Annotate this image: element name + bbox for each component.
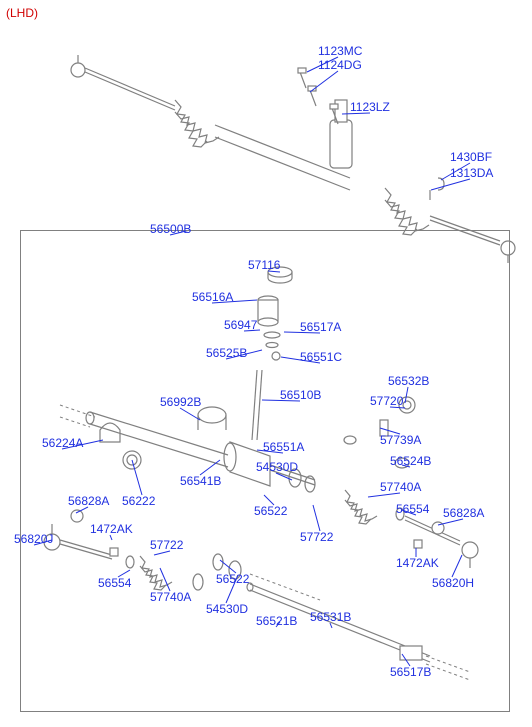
part-label-56522-L[interactable]: 56522 (254, 504, 287, 518)
part-label-1430BF[interactable]: 1430BF (450, 150, 492, 164)
part-label-56531B[interactable]: 56531B (310, 610, 351, 624)
part-label-56521B[interactable]: 56521B (256, 614, 297, 628)
part-label-56525B[interactable]: 56525B (206, 346, 247, 360)
part-label-56554-R[interactable]: 56554 (396, 502, 429, 516)
part-label-57720[interactable]: 57720 (370, 394, 403, 408)
part-label-56516A[interactable]: 56516A (192, 290, 233, 304)
part-label-1124DG[interactable]: 1124DG (318, 58, 362, 72)
part-label-56828A-L[interactable]: 56828A (68, 494, 109, 508)
part-label-54530D-L[interactable]: 54530D (256, 460, 298, 474)
part-label-56510B[interactable]: 56510B (280, 388, 321, 402)
part-label-1123MC[interactable]: 1123MC (318, 44, 362, 58)
part-label-56500B[interactable]: 56500B (150, 222, 191, 236)
part-label-1472AK-R[interactable]: 1472AK (396, 556, 439, 570)
part-label-56532B[interactable]: 56532B (388, 374, 429, 388)
part-label-57116[interactable]: 57116 (248, 258, 280, 272)
part-label-57722-R[interactable]: 57722 (300, 530, 333, 544)
part-label-57722-L[interactable]: 57722 (150, 538, 183, 552)
part-label-1472AK-L[interactable]: 1472AK (90, 522, 133, 536)
part-label-56828A-R[interactable]: 56828A (443, 506, 484, 520)
part-label-54530D-R[interactable]: 54530D (206, 602, 248, 616)
part-label-56554-L[interactable]: 56554 (98, 576, 131, 590)
part-label-56517A[interactable]: 56517A (300, 320, 341, 334)
header-lhd: (LHD) (6, 6, 38, 20)
part-label-57740A-R[interactable]: 57740A (380, 480, 421, 494)
part-label-1123LZ[interactable]: 1123LZ (350, 100, 390, 114)
part-label-1313DA[interactable]: 1313DA (450, 166, 493, 180)
part-label-56820J[interactable]: 56820J (14, 532, 53, 546)
part-label-56820H[interactable]: 56820H (432, 576, 474, 590)
part-label-56551C[interactable]: 56551C (300, 350, 342, 364)
part-label-56517B[interactable]: 56517B (390, 665, 431, 679)
part-label-56524B[interactable]: 56524B (390, 454, 431, 468)
part-label-56224A[interactable]: 56224A (42, 436, 83, 450)
part-label-57740A-L[interactable]: 57740A (150, 590, 191, 604)
part-label-57739A[interactable]: 57739A (380, 433, 421, 447)
part-label-56222[interactable]: 56222 (122, 494, 155, 508)
part-label-56541B[interactable]: 56541B (180, 474, 221, 488)
part-label-56992B[interactable]: 56992B (160, 395, 201, 409)
part-label-56947[interactable]: 56947 (224, 318, 257, 332)
part-label-56551A[interactable]: 56551A (263, 440, 304, 454)
part-label-56522-R[interactable]: 56522 (216, 572, 249, 586)
